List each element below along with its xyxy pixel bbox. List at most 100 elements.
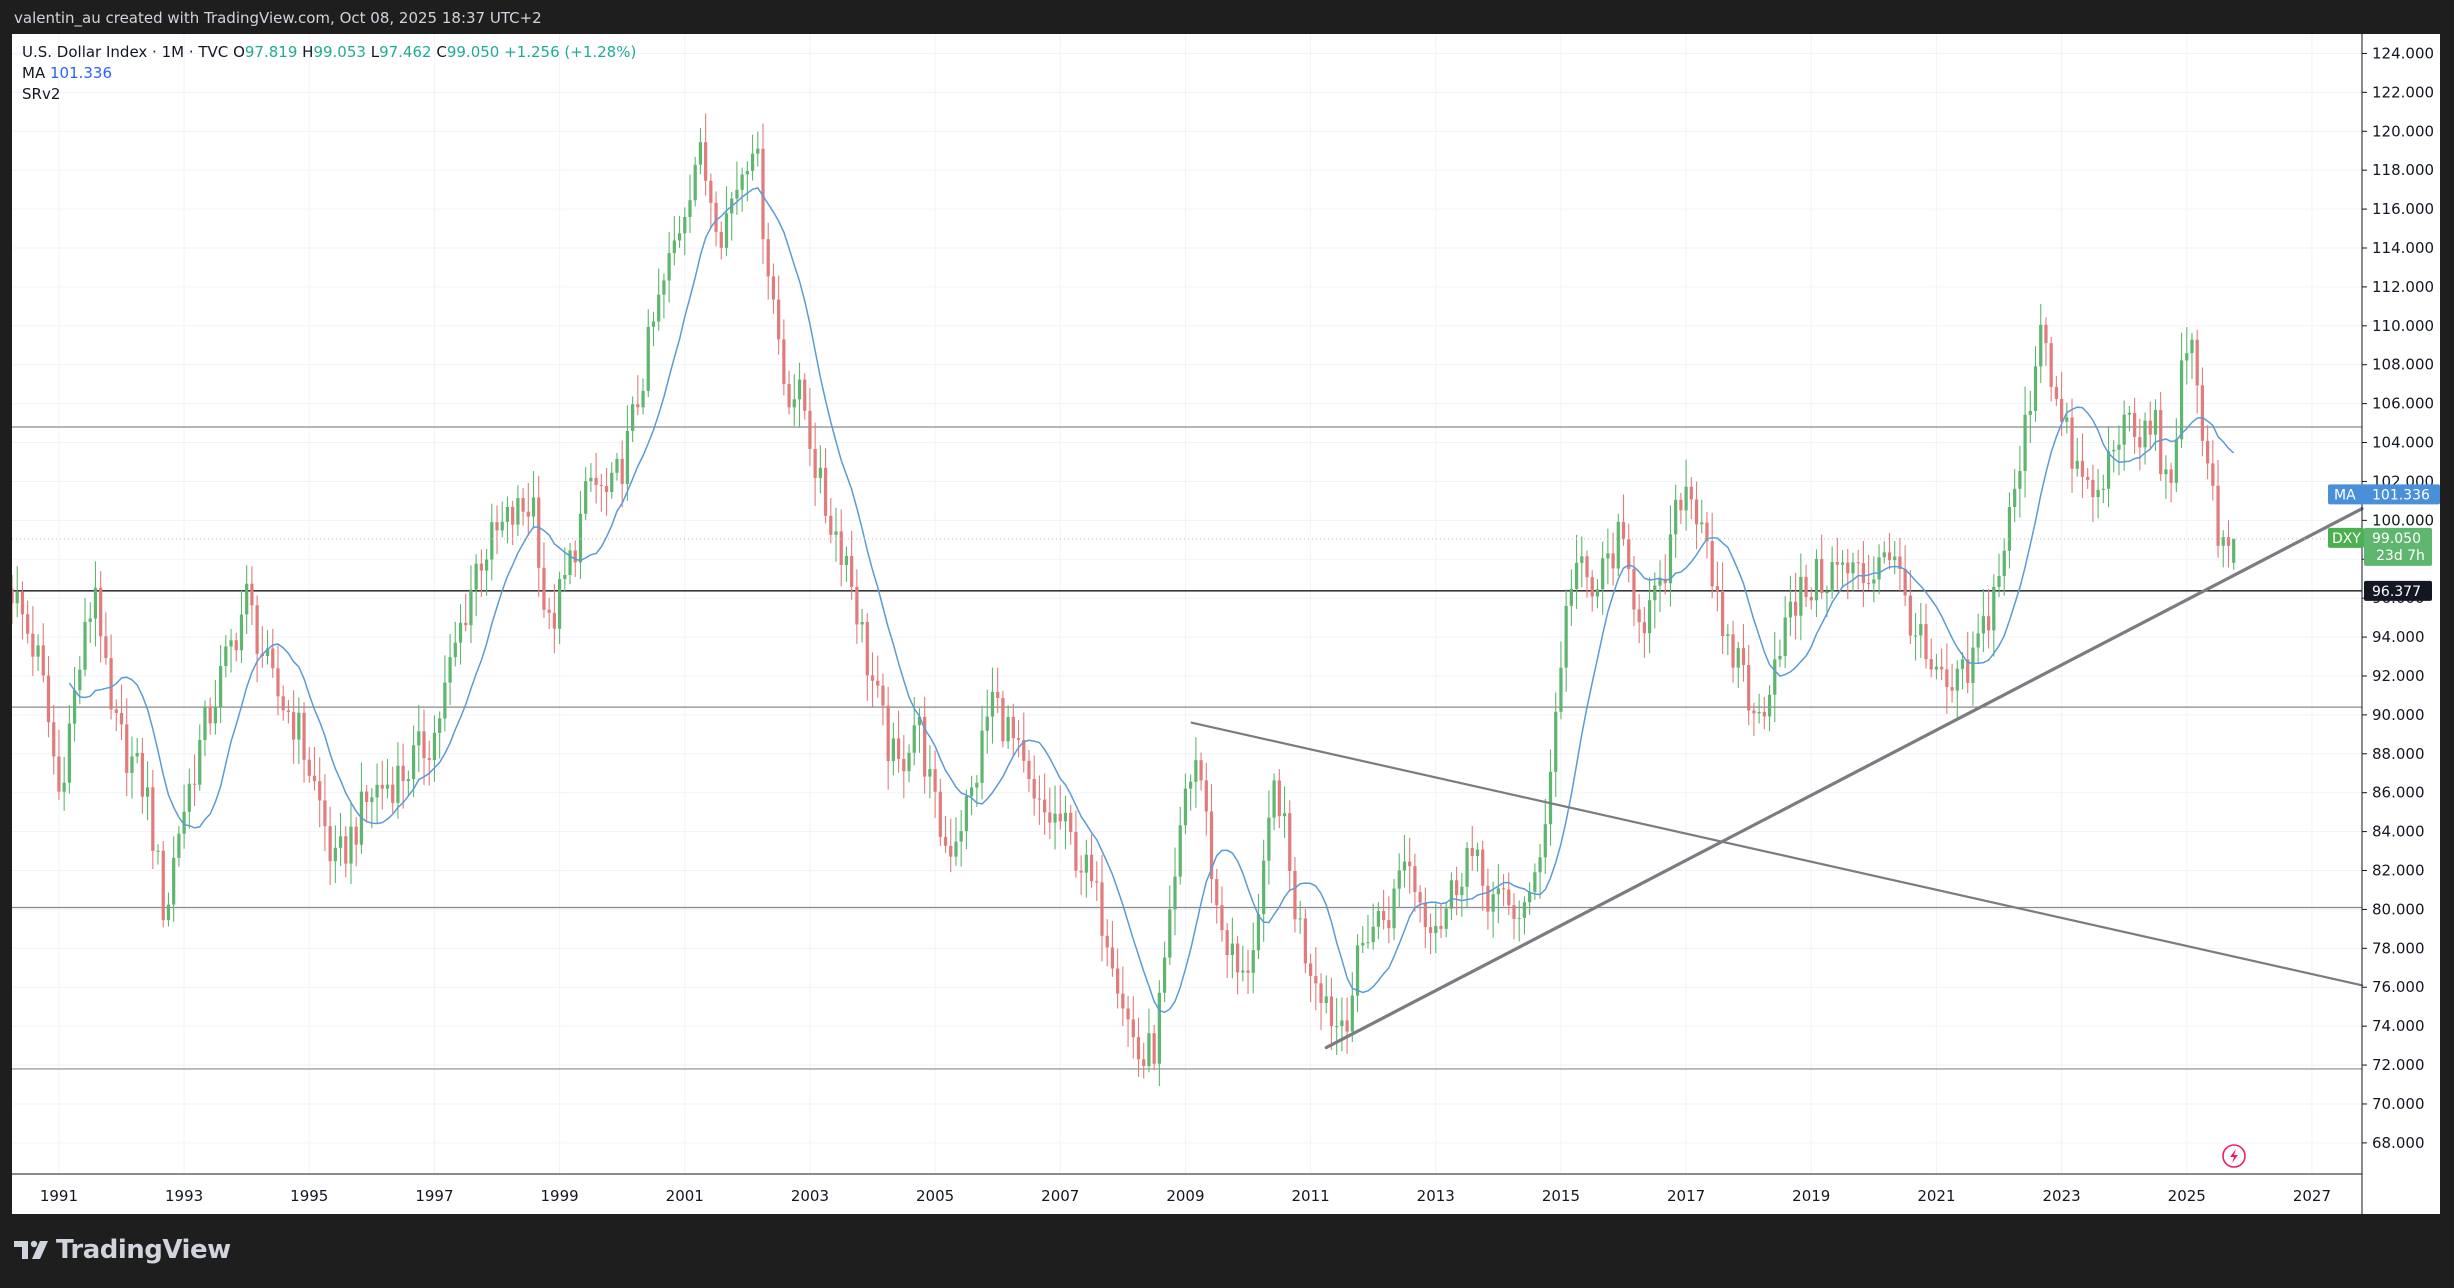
candle-body [396,765,400,803]
candle-body [1835,562,1839,565]
candle-body [1058,813,1062,822]
candle-body [1981,616,1985,634]
price-tick-label: 94.000 [2372,628,2425,646]
candle-body [1387,920,1391,929]
candle-body [1715,586,1720,591]
candle-body [615,458,619,473]
candle-body [818,467,822,479]
candle-body [1710,541,1714,587]
symbol-name[interactable]: U.S. Dollar Index · 1M · TVC [22,43,229,61]
candle-body [182,811,186,834]
candle-body [281,696,285,711]
candle-body [255,605,259,654]
candle-body [385,784,390,789]
candle-body [1611,553,1615,569]
candle-body [2070,417,2074,469]
candle-body [1877,557,1881,580]
srv2-legend-row[interactable]: SRv2 [22,84,636,105]
candle-body [537,497,541,568]
candle-body [777,299,781,340]
candle-body [1079,870,1083,873]
price-tick-label: 108.000 [2372,356,2434,374]
price-tick-label: 106.000 [2372,395,2434,413]
candle-body [2211,463,2215,486]
candle-body [657,294,661,322]
candle-body [427,758,431,761]
candle-body [57,756,61,792]
candle-body [2195,339,2199,386]
candle-body [88,618,92,622]
candle-body [1934,666,1939,670]
candle-body [52,722,56,757]
candle-body [1314,976,1318,984]
ma-tag-value: 101.336 [2372,487,2430,503]
candle-body [1585,556,1589,578]
candle-body [1569,588,1573,606]
candle-body [1992,586,1996,631]
candle-body [1867,583,1871,585]
candle-body [1220,905,1224,931]
candle-body [1209,811,1214,880]
candle-body [72,690,77,724]
candle-body [1903,568,1907,596]
candle-body [354,826,358,845]
candle-body [20,591,25,615]
candle-body [625,430,630,484]
ma-label: MA [22,64,46,82]
candle-body [1288,813,1292,872]
time-tick-label: 2005 [916,1187,954,1205]
candle-body [1063,812,1068,822]
price-chart-svg[interactable]: 68.000 70.000 72.000 74.000 76.000 78.000 80.0… [10,34,2440,1214]
candle-body [1095,881,1099,883]
candle-body [1157,992,1161,1064]
candle-body [2179,360,2184,440]
brand-name: TradingView [56,1235,231,1265]
candle-body [1893,556,1897,561]
candle-body [1215,879,1219,906]
candle-body [443,682,447,719]
candle-body [756,148,760,154]
candle-body [787,384,791,408]
time-tick-label: 1991 [40,1187,78,1205]
candle-body [2232,538,2236,563]
candle-body [823,467,828,516]
candle-body [2106,451,2111,489]
candle-body [610,472,614,493]
candle-body [490,522,494,560]
candle-body [594,477,598,485]
candle-body [1986,616,1991,631]
candle-body [2122,414,2126,445]
candle-body [2185,353,2189,361]
candle-body [1324,996,1328,1003]
candle-body [2169,469,2173,483]
candle-body [1960,659,1965,669]
ma-legend-row[interactable]: MA 101.336 [22,63,636,84]
candle-body [1152,1033,1156,1064]
candle-body [709,180,713,203]
candle-body [500,521,504,531]
candle-body [2059,399,2064,422]
candle-body [1027,760,1031,780]
tradingview-logo[interactable]: TradingView [14,1235,231,1265]
candle-body [896,738,901,760]
candle-body [688,200,692,217]
time-tick-label: 2027 [2293,1187,2331,1205]
candle-body [104,636,108,659]
candle-body [338,836,343,848]
candle-body [229,640,233,647]
chart-canvas[interactable]: 68.000 70.000 72.000 74.000 76.000 78.000 80.0… [10,34,2440,1218]
candle-body [876,680,880,686]
candle-body [265,648,270,656]
candle-body [213,706,218,724]
candle-body [156,850,160,852]
ma-tag-label: MA [2334,487,2356,503]
candle-body [1006,716,1010,742]
candle-body [1491,894,1495,912]
candle-body [474,563,478,590]
candle-body [2049,343,2053,387]
price-tick-label: 104.000 [2372,434,2434,452]
price-tick-label: 80.000 [2372,900,2425,918]
candle-body [370,797,374,803]
candle-body [41,645,45,676]
